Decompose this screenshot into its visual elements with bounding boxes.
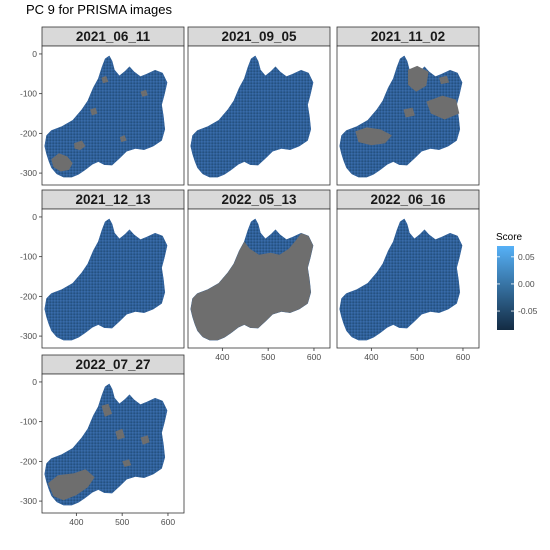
legend-break-label: 0.05 <box>518 252 535 262</box>
score-raster <box>339 55 463 178</box>
na-region <box>119 135 127 143</box>
facet-panel-2021-11-02: 2021_11_02 <box>336 26 480 186</box>
x-tick-label: 400 <box>364 352 378 362</box>
facet-grid: 2021_06_11 0 -100 -200 -300 2021_09_05 2021_11… <box>20 26 480 527</box>
na-region <box>408 65 429 92</box>
x-tick-label: 500 <box>261 352 275 362</box>
y-tick-label: -200 <box>20 456 37 466</box>
x-tick-label: 500 <box>115 517 129 527</box>
facet-strip-label: 2021_09_05 <box>221 29 297 44</box>
y-tick-label: 0 <box>32 377 37 387</box>
chart-title: PC 9 for PRISMA images <box>26 2 172 17</box>
facet-panel-2022-07-27: 2022_07_27 0 -100 -200 -300 400 500 600 <box>20 354 185 527</box>
y-tick-label: -300 <box>20 496 37 506</box>
score-raster <box>190 55 314 178</box>
facet-strip-label: 2021_11_02 <box>371 29 445 44</box>
legend-break-label: 0.00 <box>518 279 535 289</box>
facet-strip-label: 2021_06_11 <box>76 29 151 44</box>
na-region <box>403 107 415 118</box>
na-region <box>140 435 150 445</box>
na-region <box>426 95 460 120</box>
na-region <box>101 403 113 417</box>
facet-panel-2021-12-13: 2021_12_13 0 -100 -200 -300 <box>20 189 185 349</box>
x-tick-label: 600 <box>161 517 175 527</box>
score-raster <box>339 218 463 341</box>
y-tick-label: -100 <box>20 417 37 427</box>
na-region <box>51 153 73 172</box>
na-region <box>48 469 95 501</box>
na-region <box>101 75 109 84</box>
facet-strip-label: 2021_12_13 <box>75 192 151 207</box>
y-tick-label: 0 <box>32 212 37 222</box>
x-tick-label: 400 <box>215 352 229 362</box>
y-tick-label: -300 <box>20 331 37 341</box>
y-tick-label: -300 <box>20 168 37 178</box>
facet-panel-2022-05-13: 2022_05_13 400 500 600 <box>187 189 331 362</box>
x-tick-label: 400 <box>69 517 83 527</box>
x-tick-label: 600 <box>456 352 470 362</box>
y-tick-label: -100 <box>20 252 37 262</box>
facet-strip-label: 2022_07_27 <box>75 357 150 372</box>
na-region <box>190 233 314 341</box>
na-region <box>74 140 86 151</box>
facet-panel-2022-06-16: 2022_06_16 400 500 600 <box>336 189 480 362</box>
x-tick-label: 600 <box>307 352 321 362</box>
na-region <box>140 89 148 97</box>
y-tick-label: -200 <box>20 291 37 301</box>
na-region <box>439 75 450 85</box>
score-raster <box>44 218 168 341</box>
na-region <box>115 428 125 440</box>
score-legend: Score 0.05 0.00 -0.05 <box>496 232 538 330</box>
x-tick-label: 500 <box>410 352 424 362</box>
y-tick-label: 0 <box>32 49 37 59</box>
facet-strip-label: 2022_06_16 <box>370 192 446 207</box>
facet-panel-2021-09-05: 2021_09_05 <box>187 26 331 186</box>
na-region <box>355 127 392 146</box>
legend-title: Score <box>496 232 523 243</box>
facet-strip-label: 2022_05_13 <box>221 192 297 207</box>
na-region <box>122 459 132 467</box>
legend-colorbar <box>497 246 514 330</box>
y-tick-label: -100 <box>20 89 37 99</box>
y-tick-label: -200 <box>20 128 37 138</box>
na-region <box>90 107 98 116</box>
legend-break-label: -0.05 <box>518 306 538 316</box>
facet-panel-2021-06-11: 2021_06_11 0 -100 -200 -300 <box>20 26 185 186</box>
